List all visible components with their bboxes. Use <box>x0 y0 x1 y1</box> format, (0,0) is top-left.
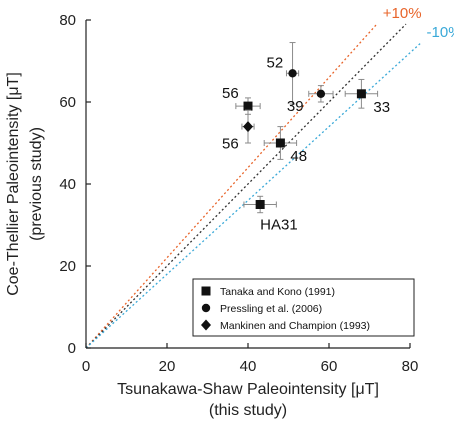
reference-line <box>85 23 378 349</box>
square-marker <box>356 89 366 99</box>
x-tick-label: 40 <box>240 358 257 375</box>
legend-entry: Pressling et al. (2006) <box>220 303 322 315</box>
reference-lines <box>85 23 421 349</box>
x-axis-subtitle: (this study) <box>209 402 287 419</box>
data-point <box>243 195 277 214</box>
legend: Tanaka and Kono (1991) Pressling et al. (… <box>192 278 415 337</box>
square-marker <box>255 200 265 209</box>
data-point <box>308 85 334 103</box>
y-axis-subtitle: (previous study) <box>28 127 45 241</box>
data-point <box>235 97 261 115</box>
square-marker <box>201 286 211 296</box>
ticks: 0 20 40 60 80 0 20 40 60 80 <box>59 12 418 375</box>
circle-marker <box>288 69 297 78</box>
point-label: 52 <box>267 54 284 71</box>
y-tick-label: 40 <box>59 176 76 193</box>
data-point <box>285 42 300 105</box>
y-tick-label: 60 <box>59 94 76 111</box>
square-marker <box>275 138 285 148</box>
y-tick-label: 20 <box>59 258 76 275</box>
x-tick-label: 60 <box>321 358 338 375</box>
reference-line-labels: +10% -10% <box>383 5 454 41</box>
point-label: 56 <box>222 136 239 153</box>
y-tick-label: 80 <box>59 12 76 29</box>
point-label: HA31 <box>260 217 298 234</box>
legend-box <box>192 278 415 337</box>
point-label: 48 <box>290 148 307 165</box>
reference-line <box>85 42 421 349</box>
data-point <box>241 109 255 144</box>
legend-entry: Tanaka and Kono (1991) <box>220 286 335 298</box>
diamond-marker <box>243 121 253 133</box>
point-label: 39 <box>287 98 304 115</box>
x-tick-label: 80 <box>402 358 419 375</box>
point-labels: 56 48 33 HA31 52 39 56 <box>222 54 390 233</box>
data-point <box>344 78 379 109</box>
point-label: 56 <box>222 85 239 102</box>
reference-line-label: -10% <box>427 24 454 41</box>
diamond-marker <box>201 319 211 331</box>
reference-line-label: +10% <box>383 5 422 22</box>
x-axis-title: Tsunakawa-Shaw Paleointensity [μT] <box>117 381 379 398</box>
point-label: 33 <box>373 99 390 116</box>
square-marker <box>243 101 253 111</box>
reference-line <box>85 23 407 349</box>
x-tick-label: 0 <box>82 358 90 375</box>
y-axis-title: Coe-Thellier Paleointensity [μT] <box>5 72 22 296</box>
circle-marker <box>316 89 326 99</box>
data-points <box>235 42 379 214</box>
circle-marker <box>201 303 211 313</box>
legend-entry: Mankinen and Champion (1993) <box>220 320 370 332</box>
x-tick-label: 20 <box>159 358 176 375</box>
y-tick-label: 0 <box>68 340 76 357</box>
data-point <box>263 126 298 160</box>
